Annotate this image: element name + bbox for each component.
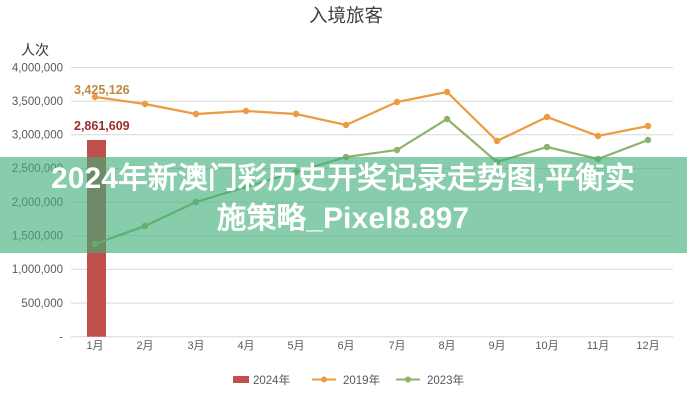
svg-text:1月: 1月 bbox=[86, 340, 103, 352]
svg-text:3,000,000: 3,000,000 bbox=[12, 130, 63, 142]
svg-text:-: - bbox=[59, 332, 63, 344]
svg-text:3,425,126: 3,425,126 bbox=[74, 83, 130, 97]
svg-text:2023年: 2023年 bbox=[427, 373, 464, 387]
svg-text:10月: 10月 bbox=[535, 340, 558, 352]
svg-text:2024年新澳门彩历史开奖记录走势图,平衡实: 2024年新澳门彩历史开奖记录走势图,平衡实 bbox=[51, 161, 635, 195]
svg-text:7月: 7月 bbox=[388, 340, 405, 352]
svg-text:2月: 2月 bbox=[136, 340, 153, 352]
svg-text:2024年: 2024年 bbox=[253, 373, 290, 387]
svg-text:11月: 11月 bbox=[587, 340, 609, 352]
svg-text:1,000,000: 1,000,000 bbox=[12, 264, 63, 276]
svg-text:3,500,000: 3,500,000 bbox=[12, 96, 63, 108]
svg-text:2019年: 2019年 bbox=[343, 373, 380, 387]
svg-text:3月: 3月 bbox=[187, 340, 204, 352]
svg-text:人次: 人次 bbox=[21, 42, 49, 58]
svg-text:施策略_Pixel8.897: 施策略_Pixel8.897 bbox=[217, 201, 470, 235]
svg-text:8月: 8月 bbox=[438, 340, 455, 352]
svg-text:2,861,609: 2,861,609 bbox=[74, 119, 130, 133]
svg-text:4月: 4月 bbox=[237, 340, 254, 352]
svg-text:6月: 6月 bbox=[337, 340, 354, 352]
svg-text:4,000,000: 4,000,000 bbox=[12, 63, 63, 75]
svg-text:500,000: 500,000 bbox=[21, 298, 63, 310]
svg-text:入境旅客: 入境旅客 bbox=[309, 5, 383, 26]
svg-text:9月: 9月 bbox=[488, 340, 505, 352]
svg-text:5月: 5月 bbox=[287, 340, 304, 352]
svg-text:12月: 12月 bbox=[636, 340, 659, 352]
